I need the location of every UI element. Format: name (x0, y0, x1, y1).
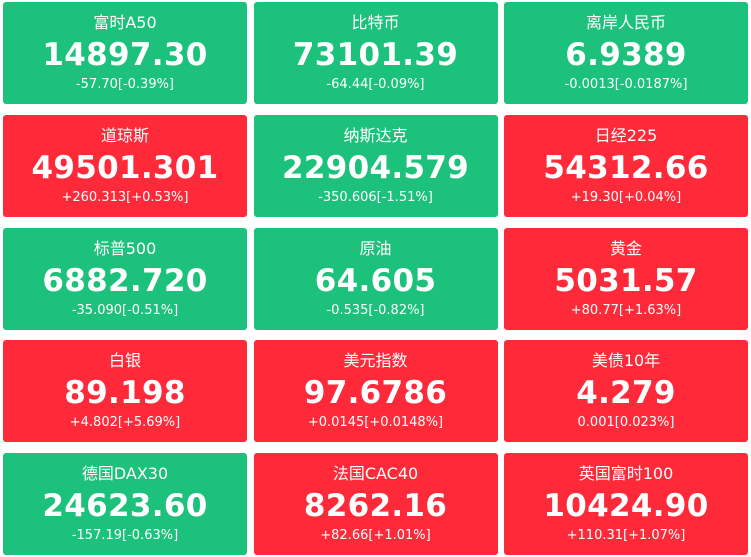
quote-price: 6882.720 (42, 262, 208, 299)
quote-change: +19.30[+0.04%] (570, 189, 682, 205)
quote-tile-sp500[interactable]: 标普500 6882.720 -35.090[-0.51%] (3, 227, 247, 330)
quote-tile-crude-oil[interactable]: 原油 64.605 -0.535[-0.82%] (253, 227, 498, 330)
quote-price: 8262.16 (303, 488, 448, 524)
quote-change: +82.66[+1.01%] (320, 528, 431, 543)
quote-price: 49501.301 (31, 149, 219, 186)
quote-price: 89.198 (64, 375, 186, 412)
quote-change: +260.313[+0.53%] (61, 189, 189, 205)
quote-tile-dow-jones[interactable]: 道琼斯 49501.301 +260.313[+0.53%] (3, 114, 247, 217)
quote-name: 原油 (359, 238, 392, 258)
quote-tile-gold[interactable]: 黄金 5031.57 +80.77[+1.63%] (504, 227, 748, 330)
market-quotes-grid: 富时A50 14897.30 -57.70[-0.39%] 比特币 73101.… (3, 2, 748, 555)
quote-price: 14897.30 (42, 37, 208, 73)
quote-price: 6.9389 (565, 37, 687, 73)
quote-change: -0.535[-0.82%] (326, 302, 425, 318)
quote-tile-dollar-index[interactable]: 美元指数 97.6786 +0.0145[+0.0148%] (253, 340, 498, 443)
quote-tile-nasdaq[interactable]: 纳斯达克 22904.579 -350.606[-1.51%] (253, 114, 498, 217)
quote-change: -157.19[-0.63%] (71, 528, 179, 543)
quote-tile-us-10y-treasury[interactable]: 美债10年 4.279 0.001[0.023%] (504, 340, 748, 443)
quote-change: -0.0013[-0.0187%] (564, 77, 688, 92)
quote-change: 0.001[0.023%] (577, 415, 675, 431)
quote-name: 标普500 (93, 238, 157, 258)
quote-name: 美元指数 (343, 351, 408, 371)
quote-change: -35.090[-0.51%] (71, 302, 179, 318)
quote-tile-nikkei-225[interactable]: 日经225 54312.66 +19.30[+0.04%] (504, 114, 748, 217)
quote-tile-ftse-china-a50[interactable]: 富时A50 14897.30 -57.70[-0.39%] (3, 2, 247, 104)
quote-name: 纳斯达克 (343, 125, 408, 145)
quote-price: 4.279 (576, 375, 676, 412)
quote-price: 22904.579 (281, 149, 470, 186)
quote-change: +0.0145[+0.0148%] (307, 415, 444, 431)
quote-tile-ftse-100[interactable]: 英国富时100 10424.90 +110.31[+1.07%] (504, 453, 748, 555)
quote-tile-offshore-rmb[interactable]: 离岸人民币 6.9389 -0.0013[-0.0187%] (504, 2, 748, 104)
quote-name: 德国DAX30 (81, 464, 169, 483)
quote-change: +80.77[+1.63%] (570, 302, 682, 318)
quote-change: -350.606[-1.51%] (318, 189, 433, 205)
quote-price: 64.605 (314, 262, 437, 299)
quote-tile-silver[interactable]: 白银 89.198 +4.802[+5.69%] (3, 340, 247, 443)
quote-name: 富时A50 (93, 13, 157, 32)
quote-name: 道琼斯 (100, 125, 149, 145)
quote-price: 97.6786 (303, 375, 448, 412)
quote-change: +110.31[+1.07%] (566, 528, 686, 543)
quote-tile-dax30[interactable]: 德国DAX30 24623.60 -157.19[-0.63%] (3, 453, 247, 555)
quote-price: 5031.57 (554, 262, 698, 299)
quote-name: 英国富时100 (578, 464, 674, 483)
quote-name: 比特币 (351, 13, 400, 32)
quote-price: 10424.90 (543, 488, 709, 524)
quote-tile-cac40[interactable]: 法国CAC40 8262.16 +82.66[+1.01%] (253, 453, 498, 555)
quote-change: +4.802[+5.69%] (69, 415, 181, 431)
quote-name: 黄金 (609, 238, 642, 258)
quote-price: 54312.66 (543, 149, 709, 186)
quote-name: 白银 (108, 351, 141, 371)
quote-name: 离岸人民币 (585, 13, 666, 32)
quote-name: 美债10年 (591, 351, 661, 371)
quote-change: -57.70[-0.39%] (75, 77, 175, 92)
quote-change: -64.44[-0.09%] (326, 77, 425, 92)
quote-name: 法国CAC40 (332, 464, 419, 483)
quote-name: 日经225 (594, 125, 658, 145)
quote-tile-bitcoin[interactable]: 比特币 73101.39 -64.44[-0.09%] (253, 2, 498, 104)
quote-price: 73101.39 (292, 37, 459, 73)
quote-price: 24623.60 (42, 488, 208, 524)
